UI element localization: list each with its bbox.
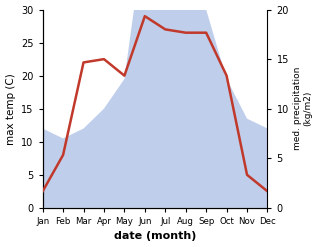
Y-axis label: med. precipitation
(kg/m2): med. precipitation (kg/m2): [293, 67, 313, 150]
Y-axis label: max temp (C): max temp (C): [5, 73, 16, 144]
X-axis label: date (month): date (month): [114, 231, 196, 242]
